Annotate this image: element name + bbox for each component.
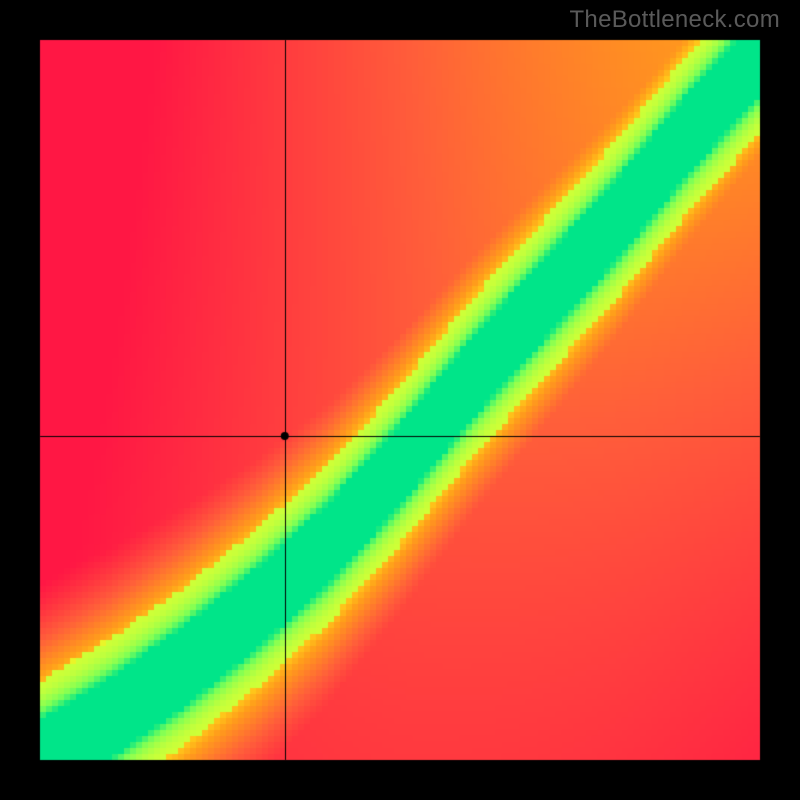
chart-container: TheBottleneck.com: [0, 0, 800, 800]
crosshair-overlay: [0, 0, 800, 800]
watermark-text: TheBottleneck.com: [569, 6, 780, 34]
